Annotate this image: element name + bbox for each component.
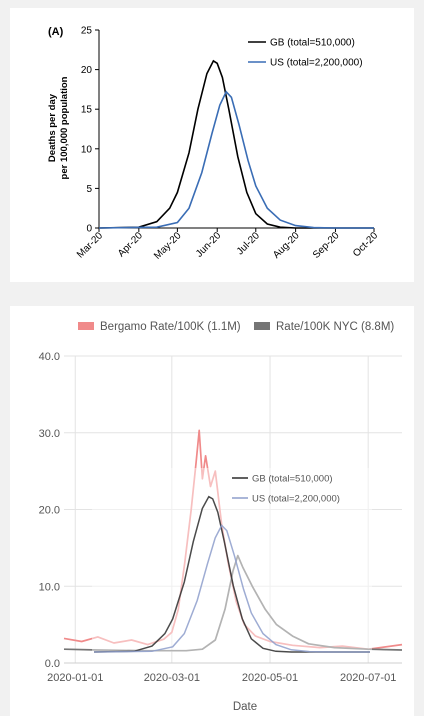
x-tick-label: Apr-20 bbox=[116, 230, 145, 259]
overlay-series-line-gb bbox=[93, 495, 370, 653]
x-tick-label-group: Aug-20 bbox=[271, 230, 302, 261]
x-tick-label-group: Jun-20 bbox=[194, 230, 224, 260]
x-tick-label-group: Jul-20 bbox=[235, 230, 262, 257]
legend-swatch bbox=[78, 322, 94, 330]
y-tick-label: 5 bbox=[86, 184, 92, 195]
x-tick-label: Jun-20 bbox=[194, 230, 224, 260]
x-tick-label: Sep-20 bbox=[311, 230, 342, 261]
series-line-us bbox=[98, 90, 374, 229]
x-tick-label-group: Mar-20 bbox=[75, 230, 105, 260]
chart-panel-b: Bergamo Rate/100K (1.1M) Rate/100K NYC (8… bbox=[10, 306, 414, 716]
y-tick-label: 0.0 bbox=[45, 658, 60, 670]
y-tick-label: 10.0 bbox=[39, 581, 60, 593]
chart-panel-a: (A) Deaths per day per 100,000 population 0… bbox=[10, 8, 414, 282]
y-tick-label: 40.0 bbox=[39, 351, 60, 363]
chart-a-svg: (A) Deaths per day per 100,000 population 0… bbox=[47, 26, 380, 262]
y-axis-title: Deaths per day per 100,000 population bbox=[47, 76, 70, 179]
x-tick-label: 2020-07-01 bbox=[340, 672, 396, 684]
x-tick-label: 2020-03-01 bbox=[144, 672, 200, 684]
x-tick-label: 2020-01-01 bbox=[47, 672, 103, 684]
x-tick-label-group: May-20 bbox=[152, 230, 184, 262]
overlay-legend-label: GB (total=510,000) bbox=[252, 474, 333, 485]
panel-label: (A) bbox=[48, 26, 64, 38]
x-tick-label-group: Apr-20 bbox=[116, 230, 145, 259]
y-tick-label: 10 bbox=[81, 144, 93, 155]
x-tick-label-group: Oct-20 bbox=[351, 230, 380, 259]
legend-swatch bbox=[254, 322, 270, 330]
x-tick-label: 2020-05-01 bbox=[242, 672, 298, 684]
x-tick-label: Mar-20 bbox=[75, 230, 105, 260]
series-line-nyc bbox=[63, 554, 403, 652]
y-tick-label: 0 bbox=[86, 224, 92, 235]
legend-label: US (total=2,200,000) bbox=[270, 58, 363, 69]
legend-label: Bergamo Rate/100K (1.1M) bbox=[100, 321, 241, 333]
x-tick-label: May-20 bbox=[152, 230, 184, 262]
chart-b-svg: Bergamo Rate/100K (1.1M) Rate/100K NYC (8… bbox=[39, 321, 403, 713]
x-tick-label: Jul-20 bbox=[235, 230, 262, 257]
x-axis-title: Date bbox=[233, 701, 257, 713]
y-axis-title-line1: Deaths per day bbox=[47, 93, 58, 162]
y-tick-label: 25 bbox=[81, 26, 93, 37]
y-tick-label: 20.0 bbox=[39, 505, 60, 517]
y-axis-title-line2: per 100,000 population bbox=[59, 76, 70, 179]
overlay-series-line-us bbox=[93, 524, 370, 653]
x-tick-label-group: Sep-20 bbox=[311, 230, 342, 261]
legend-label: GB (total=510,000) bbox=[270, 38, 355, 49]
series-line-gb bbox=[98, 59, 374, 229]
y-tick-label: 30.0 bbox=[39, 428, 60, 440]
y-tick-label: 20 bbox=[81, 65, 93, 76]
series-line-bergamo bbox=[63, 429, 403, 651]
x-tick-label: Aug-20 bbox=[271, 230, 302, 261]
x-tick-label: Oct-20 bbox=[351, 230, 380, 259]
overlay-legend-label: US (total=2,200,000) bbox=[252, 494, 340, 505]
legend-label: Rate/100K NYC (8.8M) bbox=[276, 321, 394, 333]
y-tick-label: 15 bbox=[81, 105, 93, 116]
